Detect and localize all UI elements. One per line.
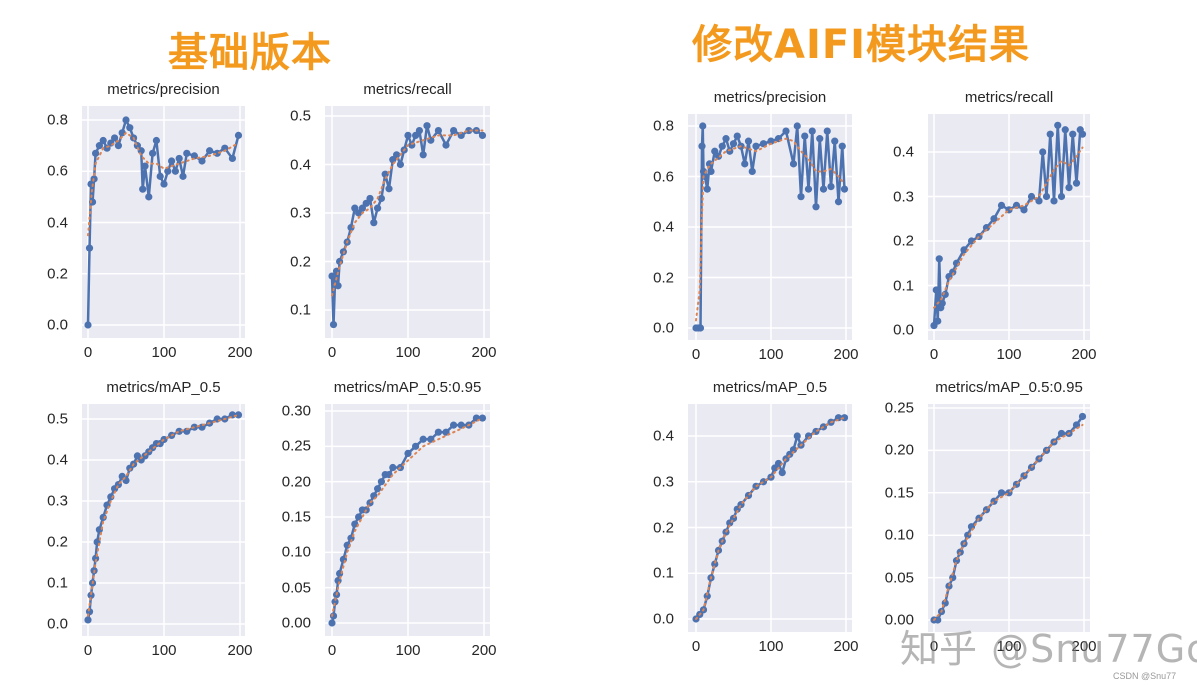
x-tick-label: 200 xyxy=(227,344,253,361)
smooth-line xyxy=(87,413,240,617)
y-tick-label: 0.3 xyxy=(290,204,311,222)
chart-aifi-map5095 xyxy=(928,404,1090,632)
y-tick-label: 0.2 xyxy=(47,265,68,283)
smooth-line xyxy=(933,423,1084,621)
chart-base-map50 xyxy=(82,404,245,636)
y-tick-label: 0.05 xyxy=(884,569,914,587)
x-tick-label: 0 xyxy=(327,642,337,659)
y-tick-label: 0.6 xyxy=(47,162,68,180)
y-tick-label: 0.3 xyxy=(893,188,914,205)
x-tick-label: 100 xyxy=(996,638,1022,655)
y-tick-label: 0.1 xyxy=(290,301,311,319)
y-tick-label: 0.10 xyxy=(281,543,311,561)
x-tick-label: 0 xyxy=(929,346,939,363)
x-tick-label: 100 xyxy=(151,642,177,659)
y-tick-label: 0.1 xyxy=(47,574,68,592)
x-tick-label: 200 xyxy=(833,346,859,363)
y-tick-label: 0.25 xyxy=(884,399,914,417)
y-tick-label: 0.20 xyxy=(884,441,914,459)
smooth-line xyxy=(695,416,846,620)
y-tick-label: 0.30 xyxy=(281,402,311,420)
y-tick-label: 0.2 xyxy=(653,269,674,286)
chart-base-recall xyxy=(325,106,490,338)
y-tick-label: 0.4 xyxy=(653,427,674,445)
x-tick-label: 0 xyxy=(691,638,701,655)
y-tick-label: 0.4 xyxy=(290,156,311,173)
title-baseline: 基础版本 xyxy=(168,30,332,76)
x-tick-label: 200 xyxy=(833,638,859,655)
x-tick-label: 100 xyxy=(996,346,1022,363)
y-tick-label: 0.8 xyxy=(47,111,68,129)
x-tick-label: 100 xyxy=(758,638,784,655)
y-tick-label: 0.2 xyxy=(47,533,68,551)
watermark: 知乎 @Snu77Go xyxy=(900,627,1197,671)
plot-area xyxy=(688,404,852,632)
y-tick-label: 0.1 xyxy=(653,564,674,582)
smooth-line xyxy=(331,129,484,297)
x-tick-label: 0 xyxy=(83,642,93,659)
y-tick-label: 0.4 xyxy=(47,214,68,231)
panel-title: metrics/mAP_0.5:0.95 xyxy=(333,379,482,396)
y-tick-label: 0.5 xyxy=(290,107,311,125)
panel-title: metrics/recall xyxy=(363,81,452,98)
x-tick-label: 100 xyxy=(151,344,177,361)
credit: CSDN @Snu77 xyxy=(1113,671,1177,681)
chart-aifi-recall xyxy=(928,114,1090,340)
panel-title: metrics/mAP_0.5 xyxy=(106,379,221,396)
x-tick-label: 200 xyxy=(1071,638,1097,655)
y-tick-label: 0.6 xyxy=(653,168,674,185)
y-tick-label: 0.25 xyxy=(281,437,311,455)
x-tick-label: 200 xyxy=(471,344,497,361)
x-tick-label: 100 xyxy=(758,346,784,363)
y-tick-label: 0.3 xyxy=(47,492,68,510)
smooth-line xyxy=(331,417,484,617)
y-tick-label: 0.5 xyxy=(47,410,68,428)
y-tick-label: 0.4 xyxy=(653,218,674,236)
y-tick-label: 0.4 xyxy=(47,451,68,469)
x-tick-label: 200 xyxy=(227,642,253,659)
panel-title: metrics/mAP_0.5 xyxy=(712,379,828,396)
y-tick-label: 0.0 xyxy=(47,316,68,334)
x-tick-label: 0 xyxy=(691,346,701,363)
y-tick-label: 0.1 xyxy=(893,277,914,294)
y-tick-label: 0.4 xyxy=(893,143,914,161)
y-tick-label: 0.05 xyxy=(281,579,311,597)
y-tick-label: 0.15 xyxy=(281,508,311,526)
title-aifi: 修改AIFI模块结果 xyxy=(692,22,1031,68)
x-tick-label: 100 xyxy=(395,642,421,659)
y-tick-label: 0.3 xyxy=(653,473,674,491)
x-tick-label: 200 xyxy=(1071,346,1097,363)
panel-title: metrics/recall xyxy=(964,89,1054,106)
smooth-line xyxy=(87,131,240,237)
chart-aifi-map50 xyxy=(688,404,852,632)
y-tick-label: 0.0 xyxy=(47,615,68,633)
y-tick-label: 0.00 xyxy=(884,611,914,629)
y-tick-label: 0.2 xyxy=(290,253,311,270)
chart-base-precision xyxy=(82,106,245,338)
y-tick-label: 0.00 xyxy=(281,614,311,632)
x-tick-label: 100 xyxy=(395,344,421,361)
x-tick-label: 0 xyxy=(83,344,93,361)
chart-aifi-precision xyxy=(688,114,852,340)
y-tick-label: 0.15 xyxy=(884,484,914,502)
x-tick-label: 0 xyxy=(929,638,939,655)
y-tick-label: 0.0 xyxy=(893,321,914,339)
chart-base-map5095 xyxy=(325,404,490,636)
y-tick-label: 0.2 xyxy=(893,232,914,250)
x-tick-label: 200 xyxy=(471,642,497,659)
panel-title: metrics/precision xyxy=(107,81,220,98)
x-tick-label: 0 xyxy=(327,344,337,361)
y-tick-label: 0.2 xyxy=(653,519,674,536)
y-tick-label: 0.10 xyxy=(884,526,914,544)
panel-title: metrics/precision xyxy=(713,89,827,106)
smooth-line xyxy=(695,137,846,322)
y-tick-label: 0.0 xyxy=(653,319,674,337)
y-tick-label: 0.0 xyxy=(653,610,674,628)
y-tick-label: 0.8 xyxy=(653,117,674,135)
panel-title: metrics/mAP_0.5:0.95 xyxy=(935,379,1083,396)
y-tick-label: 0.20 xyxy=(281,473,311,491)
